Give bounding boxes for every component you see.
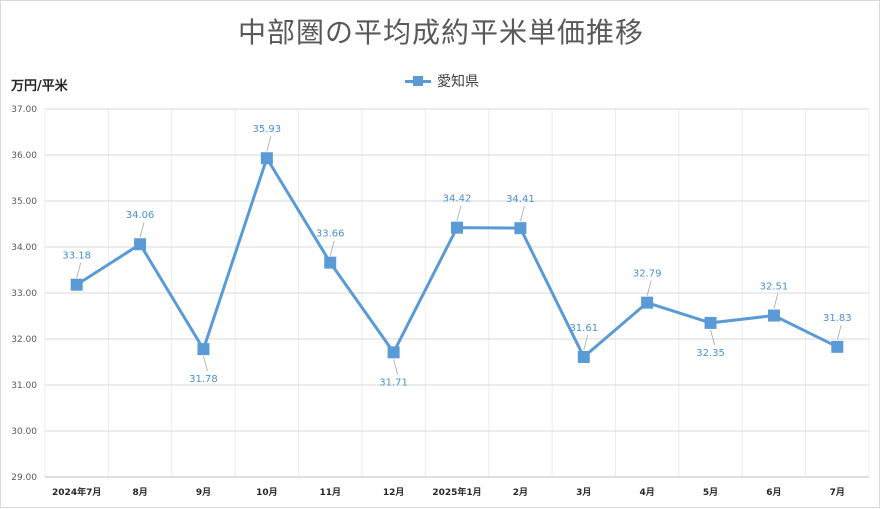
data-label: 31.83 bbox=[823, 313, 852, 324]
x-tick-label: 5月 bbox=[703, 487, 718, 498]
data-label: 32.79 bbox=[633, 269, 662, 280]
x-tick-label: 6月 bbox=[766, 487, 781, 498]
x-tick-label: 12月 bbox=[383, 487, 405, 498]
data-point-marker bbox=[767, 309, 780, 322]
label-leader-line bbox=[773, 293, 779, 309]
x-tick-label: 7月 bbox=[830, 487, 845, 498]
data-point-marker bbox=[260, 152, 273, 165]
y-tick-label: 36.00 bbox=[11, 151, 37, 161]
label-leader-line bbox=[203, 356, 208, 372]
legend-entry-label: 愛知県 bbox=[437, 74, 479, 90]
series-line bbox=[75, 156, 838, 359]
data-label: 31.78 bbox=[189, 374, 218, 385]
data-point-marker bbox=[641, 296, 654, 309]
label-leader-line bbox=[710, 329, 715, 346]
x-tick-label: 4月 bbox=[640, 487, 655, 498]
x-tick-label: 11月 bbox=[319, 487, 341, 498]
x-tick-label: 10月 bbox=[256, 487, 278, 498]
y-tick-label: 37.00 bbox=[11, 105, 37, 115]
legend: 愛知県 bbox=[405, 71, 479, 91]
data-point-marker bbox=[704, 316, 717, 329]
label-leader-line bbox=[393, 359, 399, 375]
x-tick-label: 3月 bbox=[576, 487, 591, 498]
y-tick-label: 34.00 bbox=[11, 243, 37, 253]
y-tick-label: 31.00 bbox=[11, 381, 37, 391]
label-leader-line bbox=[456, 205, 462, 221]
label-leader-line bbox=[519, 206, 525, 222]
y-tick-label: 29.00 bbox=[11, 473, 37, 483]
y-tick-label: 35.00 bbox=[11, 197, 37, 207]
data-label: 34.41 bbox=[506, 194, 535, 205]
data-point-marker bbox=[451, 221, 463, 234]
x-tick-label: 2025年1月 bbox=[432, 486, 481, 498]
y-tick-label: 30.00 bbox=[11, 427, 37, 437]
label-leader-line bbox=[583, 334, 589, 351]
label-leader-line bbox=[836, 324, 842, 340]
data-point-marker bbox=[134, 238, 147, 251]
label-leader-line bbox=[266, 136, 272, 152]
y-tick-label: 32.00 bbox=[11, 335, 37, 345]
data-point-marker bbox=[197, 343, 210, 356]
data-point-marker bbox=[514, 222, 527, 235]
x-tick-label: 2024年7月 bbox=[52, 486, 101, 498]
data-label: 32.51 bbox=[760, 282, 789, 293]
data-label: 34.42 bbox=[443, 194, 472, 205]
data-point-marker bbox=[577, 350, 590, 363]
label-leader-line bbox=[329, 240, 335, 256]
label-leader-line bbox=[646, 280, 652, 296]
data-point-marker bbox=[70, 278, 83, 291]
data-point-marker bbox=[324, 256, 337, 269]
legend-line-marker-icon bbox=[405, 76, 431, 86]
label-leader-line bbox=[139, 222, 145, 238]
data-label: 32.35 bbox=[696, 348, 725, 359]
chart-title: 中部圏の平均成約平米単価推移 bbox=[237, 16, 644, 49]
x-tick-label: 9月 bbox=[196, 487, 211, 498]
data-label: 33.66 bbox=[316, 229, 345, 240]
data-point-marker bbox=[387, 346, 400, 359]
label-leader-line bbox=[76, 262, 82, 278]
data-label: 35.93 bbox=[253, 124, 282, 135]
x-tick-label: 2月 bbox=[513, 487, 528, 498]
x-tick-label: 8月 bbox=[132, 487, 147, 498]
y-axis-label: 万円/平米 bbox=[11, 79, 68, 94]
data-label: 31.71 bbox=[379, 377, 408, 388]
data-label: 34.06 bbox=[126, 210, 155, 221]
data-label: 33.18 bbox=[62, 251, 91, 262]
data-point-marker bbox=[831, 340, 844, 353]
y-tick-label: 33.00 bbox=[11, 289, 37, 299]
data-label: 31.61 bbox=[569, 323, 598, 334]
